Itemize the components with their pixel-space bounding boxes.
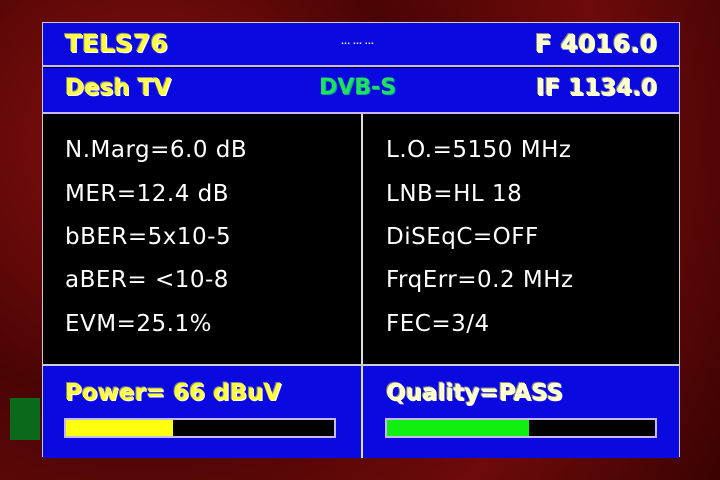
background-green-patch (10, 398, 40, 440)
center-indicator: ··· ··· ··· (341, 39, 374, 48)
header-row-2: Desh TV DVB-S IF 1134.0 (43, 68, 679, 114)
bottom-divider (361, 366, 363, 458)
frequency: F 4016.0 (534, 29, 657, 58)
n-marg: N.Marg=6.0 dB (65, 137, 248, 163)
quality-bar (385, 418, 657, 438)
if-frequency: IF 1134.0 (535, 75, 657, 101)
lnb: LNB=HL 18 (386, 181, 523, 207)
diseqc: DiSEqC=OFF (386, 224, 539, 250)
lo: L.O.=5150 MHz (386, 137, 572, 163)
quality-label: Quality=PASS (386, 380, 564, 406)
header-row-1: TELS76 ··· ··· ··· F 4016.0 (43, 23, 679, 67)
bber: bBER=5x10-5 (65, 224, 232, 250)
level-section: Power= 66 dBuV Quality=PASS (43, 364, 679, 458)
satellite-name: TELS76 (65, 29, 168, 58)
column-divider (361, 114, 363, 456)
aber: aBER= <10-8 (65, 267, 229, 293)
frq-err: FrqErr=0.2 MHz (386, 267, 574, 293)
channel-name: Desh TV (65, 75, 172, 101)
power-label: Power= 66 dBuV (65, 380, 282, 406)
mer: MER=12.4 dB (65, 181, 230, 207)
fec: FEC=3/4 (386, 311, 490, 337)
quality-bar-fill (387, 420, 530, 436)
power-bar (64, 418, 336, 438)
power-bar-fill (66, 420, 174, 436)
standard: DVB-S (319, 75, 397, 100)
meter-panel: TELS76 ··· ··· ··· F 4016.0 Desh TV DVB-… (42, 22, 680, 458)
evm: EVM=25.1% (65, 311, 212, 337)
